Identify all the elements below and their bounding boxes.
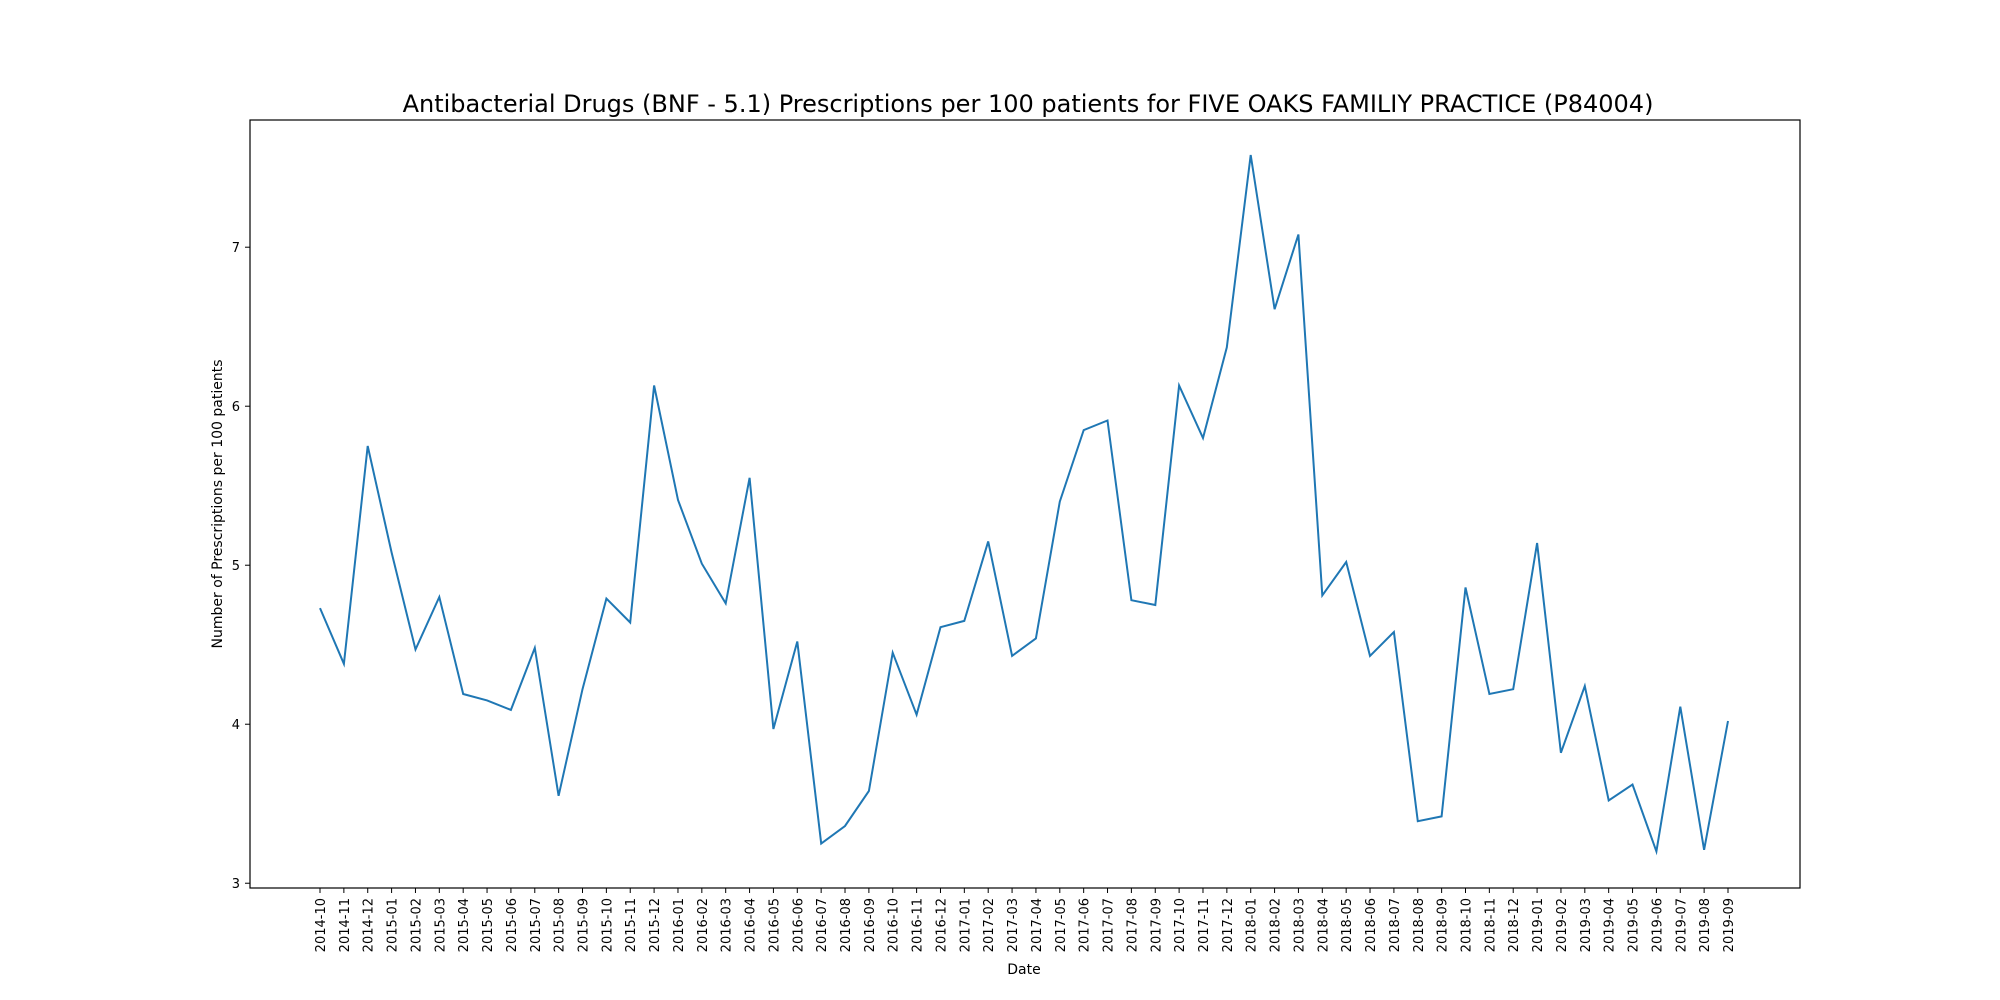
x-tick-label: 2014-11 xyxy=(338,898,353,952)
x-tick-label: 2016-12 xyxy=(934,898,949,952)
x-tick-label: 2014-12 xyxy=(362,898,377,952)
x-tick-label: 2015-08 xyxy=(553,898,568,952)
x-tick-label: 2019-01 xyxy=(1531,898,1546,952)
x-tick-label: 2017-10 xyxy=(1173,898,1188,952)
x-tick-label: 2015-07 xyxy=(529,898,544,952)
x-tick-label: 2015-01 xyxy=(386,898,401,952)
x-tick-label: 2017-02 xyxy=(982,898,997,952)
x-tick-label: 2019-03 xyxy=(1579,898,1594,952)
series-line-0 xyxy=(319,154,1729,856)
x-tick-label: 2019-06 xyxy=(1650,898,1665,952)
x-tick-label: 2016-04 xyxy=(744,898,759,952)
x-tick-label: 2018-04 xyxy=(1316,898,1331,952)
x-tick-label: 2017-06 xyxy=(1078,898,1093,952)
plot-area-frame xyxy=(249,119,1801,889)
x-tick-label: 2016-06 xyxy=(791,898,806,952)
x-tick-label: 2016-05 xyxy=(767,898,782,952)
x-tick-label: 2017-03 xyxy=(1006,898,1021,952)
x-tick-label: 2015-09 xyxy=(577,898,592,952)
y-tick-label: 4 xyxy=(232,718,240,733)
y-tick-label: 3 xyxy=(232,877,240,892)
x-tick-label: 2017-08 xyxy=(1125,898,1140,952)
x-tick-label: 2018-06 xyxy=(1364,898,1379,952)
x-tick-label: 2016-02 xyxy=(696,898,711,952)
x-tick-label: 2018-12 xyxy=(1507,898,1522,952)
x-tick-label: 2019-04 xyxy=(1603,898,1618,952)
x-tick-label: 2014-10 xyxy=(314,898,329,952)
y-axis-label: Number of Prescriptions per 100 patients xyxy=(210,360,226,649)
x-tick-label: 2019-05 xyxy=(1627,898,1642,952)
x-tick-label: 2015-06 xyxy=(505,898,520,952)
x-tick-label: 2019-08 xyxy=(1698,898,1713,952)
x-tick-label: 2017-01 xyxy=(958,898,973,952)
x-tick-label: 2018-07 xyxy=(1388,898,1403,952)
x-tick-label: 2017-09 xyxy=(1149,898,1164,952)
y-tick-label: 6 xyxy=(232,400,240,415)
x-tick-label: 2015-05 xyxy=(481,898,496,952)
x-tick-label: 2015-11 xyxy=(624,898,639,952)
x-tick-label: 2018-08 xyxy=(1412,898,1427,952)
x-tick-label: 2019-02 xyxy=(1555,898,1570,952)
chart-title: Antibacterial Drugs (BNF - 5.1) Prescrip… xyxy=(403,90,1654,118)
x-axis-label: Date xyxy=(1007,962,1040,978)
x-tick-label: 2016-08 xyxy=(839,898,854,952)
x-tick-label: 2018-09 xyxy=(1436,898,1451,952)
x-tick-label: 2017-11 xyxy=(1197,898,1212,952)
x-tick-label: 2018-02 xyxy=(1269,898,1284,952)
x-tick-label: 2015-02 xyxy=(409,898,424,952)
x-tick-label: 2017-05 xyxy=(1054,898,1069,952)
x-tick-label: 2018-10 xyxy=(1459,898,1474,952)
x-tick-label: 2016-07 xyxy=(815,898,830,952)
x-tick-label: 2015-04 xyxy=(457,898,472,952)
x-tick-label: 2015-10 xyxy=(600,898,615,952)
y-axis: 3 4 5 6 7 xyxy=(232,241,250,892)
series-group xyxy=(319,154,1729,856)
x-tick-label: 2016-09 xyxy=(863,898,878,952)
x-tick-label: 2018-11 xyxy=(1483,898,1498,952)
y-tick-label: 5 xyxy=(232,559,240,574)
x-tick-label: 2018-05 xyxy=(1340,898,1355,952)
x-tick-label: 2018-03 xyxy=(1292,898,1307,952)
x-tick-label: 2015-12 xyxy=(648,898,663,952)
x-tick-label: 2019-09 xyxy=(1722,898,1737,952)
x-tick-label: 2019-07 xyxy=(1674,898,1689,952)
x-tick-label: 2016-01 xyxy=(672,898,687,952)
x-tick-label: 2017-07 xyxy=(1102,898,1117,952)
x-axis: 2014-10 2014-11 2014-12 2015-01 2015-02 2015-… xyxy=(314,888,1737,952)
x-tick-label: 2015-03 xyxy=(433,898,448,952)
x-tick-label: 2017-12 xyxy=(1221,898,1236,952)
y-tick-label: 7 xyxy=(232,241,240,256)
x-tick-label: 2017-04 xyxy=(1030,898,1045,952)
x-tick-label: 2016-11 xyxy=(911,898,926,952)
x-tick-label: 2016-03 xyxy=(720,898,735,952)
x-tick-label: 2018-01 xyxy=(1245,898,1260,952)
x-tick-label: 2016-10 xyxy=(887,898,902,952)
